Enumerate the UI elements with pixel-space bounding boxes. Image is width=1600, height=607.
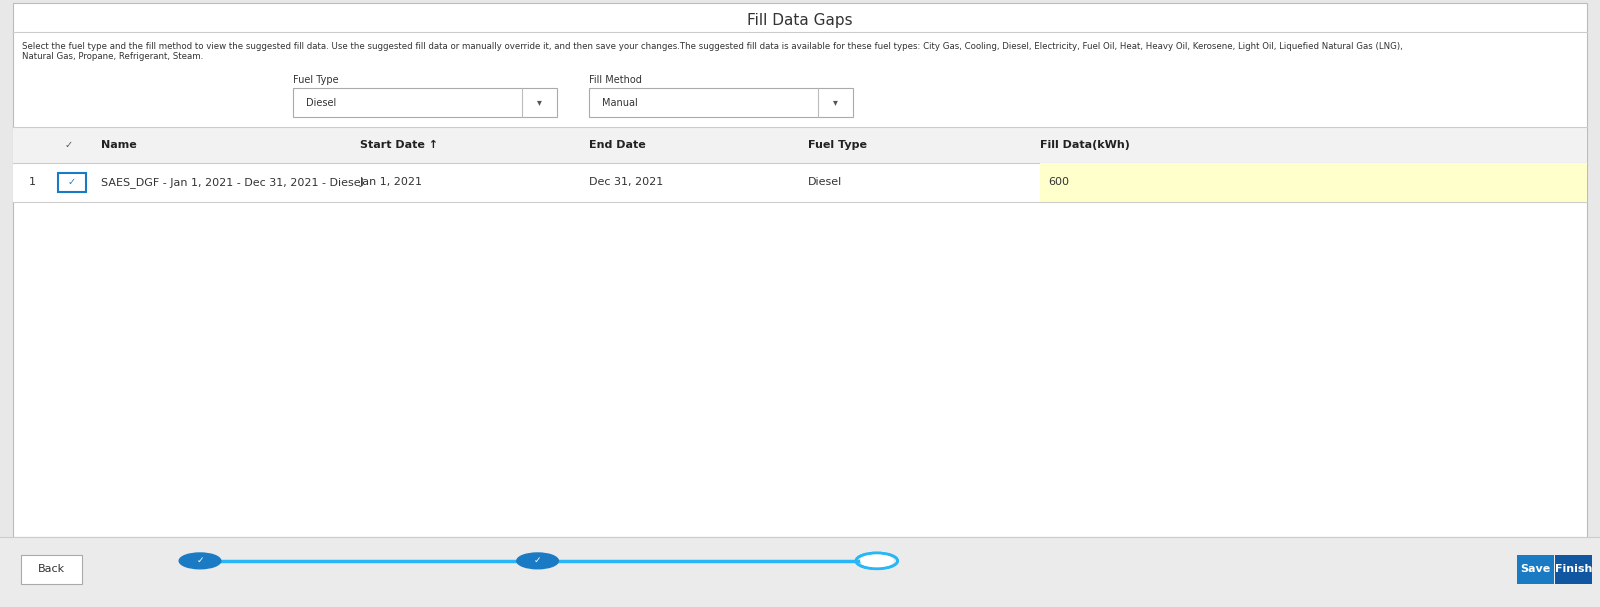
FancyBboxPatch shape <box>1555 555 1592 584</box>
Text: ✓: ✓ <box>64 140 74 150</box>
Text: ✓: ✓ <box>534 557 541 565</box>
FancyBboxPatch shape <box>1517 555 1554 584</box>
Text: Name: Name <box>101 140 136 150</box>
Text: SAES_DGF - Jan 1, 2021 - Dec 31, 2021 - Diesel: SAES_DGF - Jan 1, 2021 - Dec 31, 2021 - … <box>101 177 363 188</box>
Circle shape <box>517 553 558 569</box>
Text: ✓: ✓ <box>197 557 203 565</box>
Text: Save: Save <box>1520 565 1550 574</box>
FancyBboxPatch shape <box>58 174 86 192</box>
FancyBboxPatch shape <box>293 88 557 117</box>
FancyBboxPatch shape <box>13 163 1587 202</box>
Text: Fuel Type: Fuel Type <box>808 140 867 150</box>
Text: End Date: End Date <box>589 140 645 150</box>
Text: Fill Method: Fill Method <box>589 75 642 85</box>
FancyBboxPatch shape <box>21 555 82 584</box>
FancyBboxPatch shape <box>1040 163 1587 202</box>
Text: Jan 1, 2021: Jan 1, 2021 <box>360 177 422 188</box>
Circle shape <box>179 553 221 569</box>
Text: Select the fuel type and the fill method to view the suggested fill data. Use th: Select the fuel type and the fill method… <box>22 42 1403 50</box>
FancyBboxPatch shape <box>13 127 1587 163</box>
Text: Fuel Type: Fuel Type <box>293 75 339 85</box>
FancyBboxPatch shape <box>589 88 853 117</box>
Text: Start Date ↑: Start Date ↑ <box>360 140 438 150</box>
Text: 1: 1 <box>29 177 35 188</box>
FancyBboxPatch shape <box>13 3 1587 537</box>
Text: ▾: ▾ <box>832 98 838 107</box>
Text: Fill Data Gaps: Fill Data Gaps <box>747 13 853 27</box>
Text: Fill Data(kWh): Fill Data(kWh) <box>1040 140 1130 150</box>
Text: Natural Gas, Propane, Refrigerant, Steam.: Natural Gas, Propane, Refrigerant, Steam… <box>22 52 203 61</box>
Text: Diesel: Diesel <box>306 98 336 107</box>
Text: Diesel: Diesel <box>808 177 842 188</box>
Text: ▾: ▾ <box>536 98 542 107</box>
Text: Dec 31, 2021: Dec 31, 2021 <box>589 177 662 188</box>
Text: ✓: ✓ <box>67 177 77 188</box>
Circle shape <box>861 555 893 567</box>
Text: 600: 600 <box>1048 177 1069 188</box>
FancyBboxPatch shape <box>0 537 1600 607</box>
Text: Manual: Manual <box>602 98 637 107</box>
Text: Finish: Finish <box>1555 565 1592 574</box>
Text: Back: Back <box>38 565 64 574</box>
